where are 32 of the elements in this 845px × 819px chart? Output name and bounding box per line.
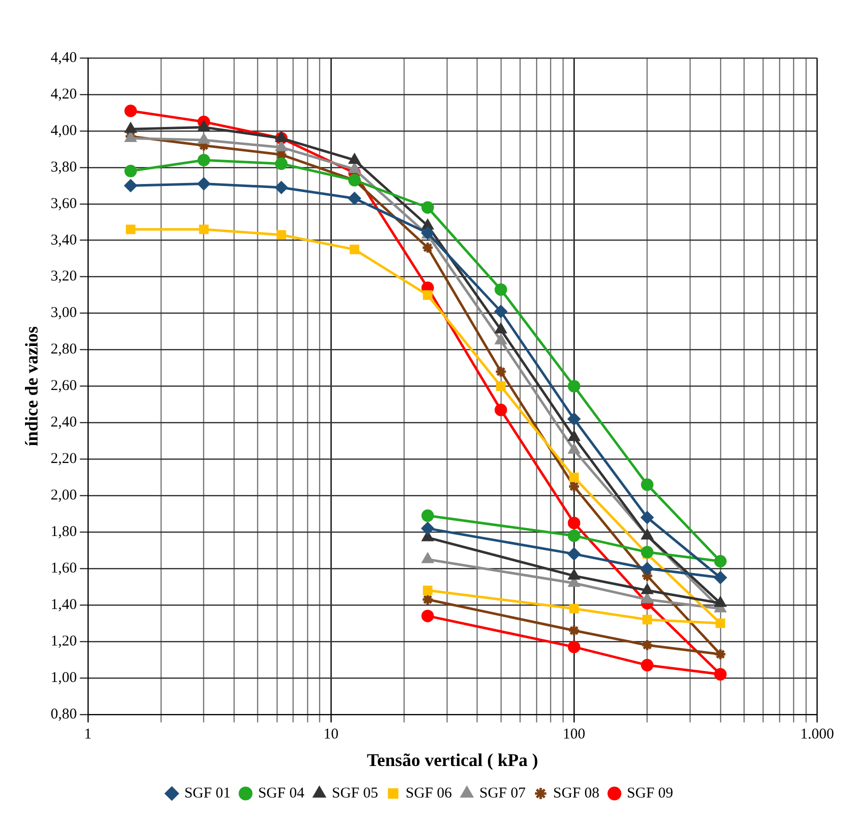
y-tick-label: 2,80 (50, 342, 77, 358)
y-tick-label: 4,00 (50, 122, 77, 139)
y-tick-label: 3,60 (50, 196, 77, 212)
y-tick-label: 3,20 (50, 268, 77, 285)
x-tick-label: 1.000 (800, 726, 834, 742)
y-tick-label: 2,40 (50, 414, 77, 431)
legend-label: SGF 09 (626, 785, 674, 802)
y-tick-label: 2,20 (50, 451, 77, 468)
y-tick-label: 4,20 (50, 86, 77, 102)
y-axis-title: índice de vazios (21, 326, 42, 446)
legend-label: SGF 05 (332, 785, 378, 802)
y-tick-label: 3,00 (50, 305, 77, 322)
x-axis-title: Tensão vertical ( kPa ) (366, 750, 538, 770)
legend-label: SGF 04 (258, 785, 305, 802)
y-tick-label: 0,80 (50, 706, 77, 722)
y-tick-label: 4,40 (50, 50, 77, 66)
y-tick-label: 3,80 (50, 159, 77, 176)
legend-label: SGF 08 (553, 785, 600, 802)
y-tick-label: 1,80 (50, 524, 77, 540)
x-tick-label: 1 (84, 726, 92, 742)
y-tick-label: 2,60 (50, 378, 77, 394)
y-tick-label: 1,40 (50, 596, 77, 613)
y-tick-label: 1,20 (50, 633, 77, 650)
legend-label: SGF 07 (479, 785, 526, 802)
y-tick-label: 2,00 (50, 488, 77, 504)
y-tick-label: 3,40 (50, 232, 77, 248)
y-tick-label: 1,00 (50, 670, 77, 686)
y-tick-label: 1,60 (50, 560, 77, 576)
x-tick-label: 100 (562, 726, 586, 742)
x-tick-label: 10 (323, 726, 338, 742)
legend-label: SGF 06 (406, 785, 452, 802)
legend-label: SGF 01 (184, 785, 231, 802)
